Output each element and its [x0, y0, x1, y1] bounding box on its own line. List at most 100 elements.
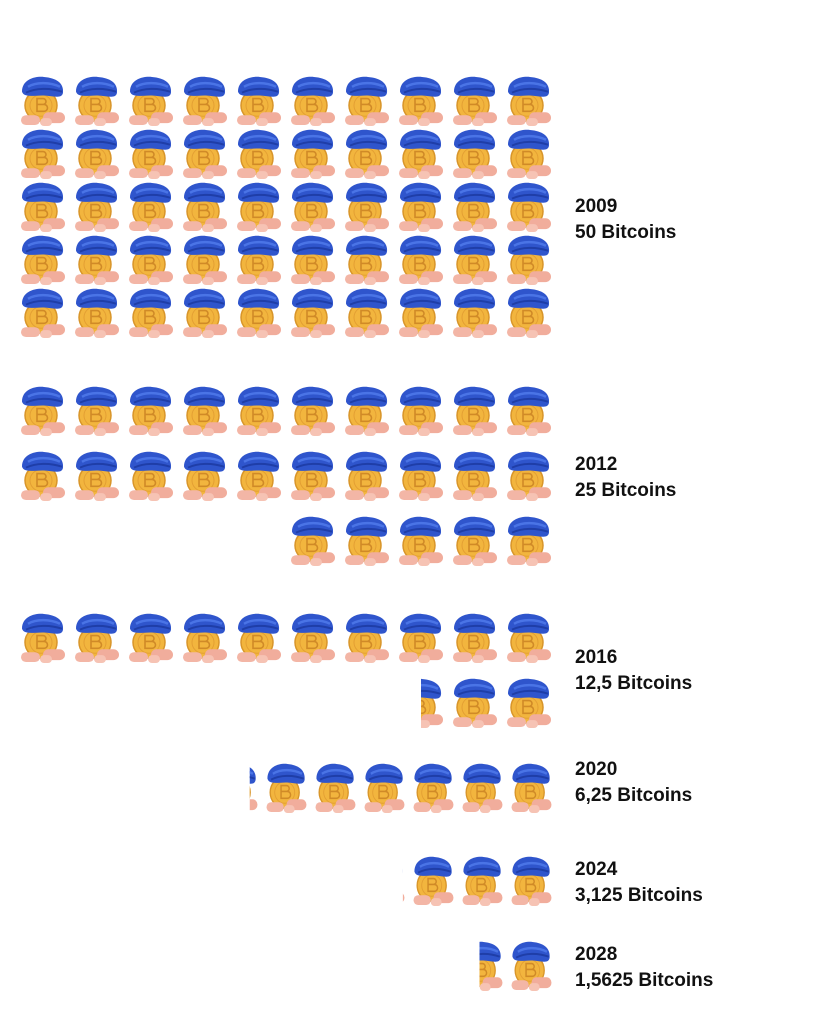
bitcoin-icon — [510, 940, 553, 993]
year-label: 2020 — [575, 759, 617, 780]
bitcoin-icon — [73, 287, 121, 340]
bitcoin-icon — [451, 385, 499, 438]
bitcoin-icon — [249, 762, 259, 815]
bitcoin-icon — [412, 855, 455, 908]
bitcoin-icon — [127, 128, 175, 181]
bitcoin-icon — [181, 287, 229, 340]
icon-group — [19, 612, 553, 730]
value-label: 25 Bitcoins — [575, 480, 676, 501]
bitcoin-icon — [461, 855, 504, 908]
bitcoin-icon — [397, 287, 445, 340]
bitcoin-icon — [451, 287, 499, 340]
bitcoin-icon — [343, 385, 391, 438]
icon-group — [402, 855, 553, 908]
bitcoin-icon — [181, 450, 229, 503]
bitcoin-icon — [19, 385, 67, 438]
bitcoin-icon — [421, 677, 445, 730]
bitcoin-icon — [235, 385, 283, 438]
bitcoin-icon — [479, 940, 504, 993]
bitcoin-icon — [343, 128, 391, 181]
bitcoin-icon — [397, 385, 445, 438]
bitcoin-icon — [73, 181, 121, 234]
bitcoin-icon — [235, 450, 283, 503]
bitcoin-icon — [505, 677, 553, 730]
bitcoin-icon — [343, 515, 391, 568]
value-label: 12,5 Bitcoins — [575, 673, 692, 694]
bitcoin-icon — [451, 450, 499, 503]
bitcoin-icon — [505, 287, 553, 340]
bitcoin-icon — [289, 450, 337, 503]
bitcoin-icon — [451, 612, 499, 665]
value-label: 50 Bitcoins — [575, 222, 676, 243]
bitcoin-icon — [397, 181, 445, 234]
bitcoin-icon — [289, 287, 337, 340]
bitcoin-icon — [19, 181, 67, 234]
bitcoin-icon — [73, 128, 121, 181]
bitcoin-icon — [19, 612, 67, 665]
bitcoin-icon — [451, 234, 499, 287]
bitcoin-icon — [73, 450, 121, 503]
bitcoin-icon — [73, 612, 121, 665]
bitcoin-icon — [343, 75, 391, 128]
bitcoin-icon — [505, 181, 553, 234]
bitcoin-icon — [235, 234, 283, 287]
year-label: 2024 — [575, 859, 618, 880]
bitcoin-icon — [505, 128, 553, 181]
bitcoin-icon — [510, 762, 553, 815]
year-label: 2009 — [575, 196, 617, 217]
bitcoin-icon — [73, 234, 121, 287]
bitcoin-icon — [412, 762, 455, 815]
bitcoin-icon — [127, 385, 175, 438]
bitcoin-icon — [235, 75, 283, 128]
bitcoin-icon — [451, 128, 499, 181]
bitcoin-icon — [19, 128, 67, 181]
icon-group — [19, 75, 553, 340]
bitcoin-icon — [127, 450, 175, 503]
bitcoin-icon — [181, 128, 229, 181]
bitcoin-icon — [181, 75, 229, 128]
bitcoin-icon — [397, 234, 445, 287]
bitcoin-icon — [235, 287, 283, 340]
bitcoin-icon — [289, 75, 337, 128]
bitcoin-icon — [451, 677, 499, 730]
icon-group — [19, 385, 553, 568]
bitcoin-icon — [289, 181, 337, 234]
bitcoin-icon — [505, 234, 553, 287]
icon-group — [249, 762, 553, 815]
bitcoin-icon — [363, 762, 406, 815]
bitcoin-icon — [181, 385, 229, 438]
bitcoin-icon — [127, 612, 175, 665]
bitcoin-icon — [397, 128, 445, 181]
value-label: 1,5625 Bitcoins — [575, 970, 713, 991]
value-label: 6,25 Bitcoins — [575, 785, 692, 806]
bitcoin-icon — [314, 762, 357, 815]
bitcoin-icon — [451, 75, 499, 128]
bitcoin-icon — [127, 181, 175, 234]
bitcoin-icon — [289, 612, 337, 665]
bitcoin-icon — [19, 234, 67, 287]
bitcoin-icon — [397, 515, 445, 568]
bitcoin-icon — [235, 128, 283, 181]
bitcoin-icon — [451, 515, 499, 568]
bitcoin-icon — [461, 762, 504, 815]
bitcoin-icon — [181, 181, 229, 234]
bitcoin-icon — [265, 762, 308, 815]
bitcoin-icon — [397, 450, 445, 503]
bitcoin-icon — [397, 612, 445, 665]
bitcoin-icon — [73, 75, 121, 128]
bitcoin-icon — [19, 75, 67, 128]
bitcoin-icon — [505, 612, 553, 665]
bitcoin-icon — [343, 450, 391, 503]
bitcoin-icon — [505, 385, 553, 438]
bitcoin-icon — [505, 75, 553, 128]
bitcoin-icon — [235, 612, 283, 665]
bitcoin-icon — [343, 612, 391, 665]
bitcoin-icon — [451, 181, 499, 234]
bitcoin-icon — [505, 515, 553, 568]
bitcoin-icon — [127, 287, 175, 340]
bitcoin-icon — [343, 234, 391, 287]
bitcoin-icon — [343, 287, 391, 340]
bitcoin-icon — [235, 181, 283, 234]
bitcoin-icon — [73, 385, 121, 438]
